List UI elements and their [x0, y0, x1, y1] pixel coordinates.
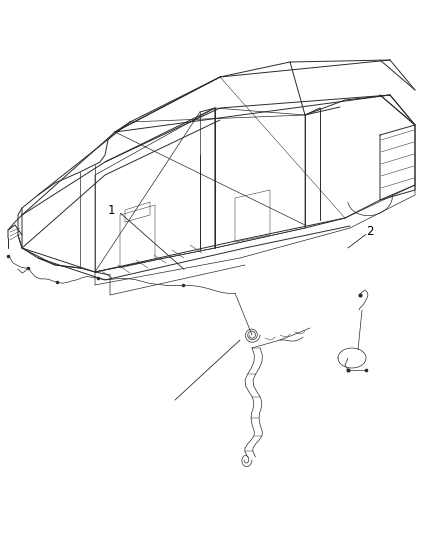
Text: 2: 2	[366, 225, 374, 238]
Text: 1: 1	[108, 204, 116, 217]
